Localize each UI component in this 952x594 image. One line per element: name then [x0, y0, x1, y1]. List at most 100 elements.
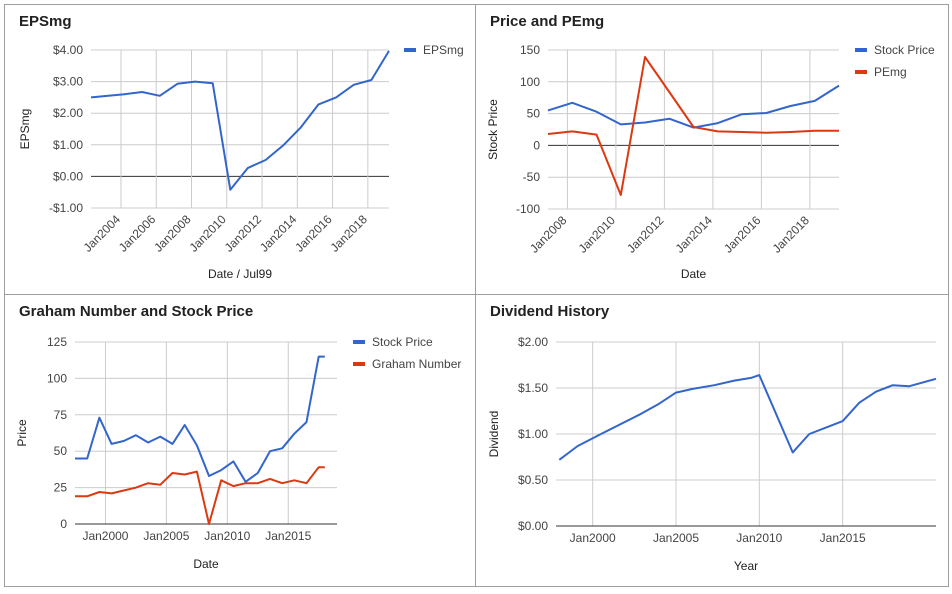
data-point [244, 482, 247, 485]
chart-panel-epsmg: EPSmg -$1.00 $0.00 $1.00 $2.00 $3.00 $4.00 Jan… [4, 4, 476, 295]
data-point [571, 101, 574, 104]
y-tick-label: $2.00 [53, 106, 83, 120]
y-tick-label: 0 [533, 138, 540, 152]
data-point [207, 474, 210, 477]
data-point [841, 420, 844, 423]
data-point [141, 90, 144, 93]
data-point [370, 78, 373, 81]
chart-title: Dividend History [490, 303, 610, 320]
data-point [264, 158, 267, 161]
data-point [183, 473, 186, 476]
data-point [134, 434, 137, 437]
chart-svg: 0 25 50 75 100 125 Jan2000 Jan2005 Jan2010 Jan201… [15, 335, 461, 571]
y-tick-label: -100 [516, 202, 540, 216]
x-tick-label: Jan2015 [820, 531, 866, 545]
y-tick-label: 75 [54, 408, 68, 422]
x-tick-label: Jan2015 [265, 529, 311, 543]
x-tick-label: Jan2006 [116, 212, 159, 255]
y-tick-label: 125 [47, 335, 67, 349]
data-point [599, 432, 602, 435]
data-point [73, 495, 76, 498]
data-point [171, 442, 174, 445]
x-tick-label: Jan2010 [576, 213, 619, 256]
x-axis-title: Date / Jul99 [208, 267, 272, 281]
data-point [122, 489, 125, 492]
x-tick-label: Jan2000 [82, 529, 128, 543]
chart-panel-graham: Graham Number and Stock Price 0 25 50 75 100… [4, 294, 476, 587]
data-point [674, 391, 677, 394]
data-point [86, 495, 89, 498]
legend-label: EPSmg [423, 43, 464, 57]
data-point [749, 376, 752, 379]
y-tick-label: -50 [523, 170, 541, 184]
data-point [733, 379, 736, 382]
data-point [89, 96, 92, 99]
data-point [229, 188, 232, 191]
x-tick-label: Jan2016 [721, 213, 764, 256]
data-point [268, 477, 271, 480]
x-tick-label: Jan2010 [204, 529, 250, 543]
data-point [299, 126, 302, 129]
data-point [716, 122, 719, 125]
data-point [813, 99, 816, 102]
data-point [758, 374, 761, 377]
data-point [159, 483, 162, 486]
data-point [171, 471, 174, 474]
data-point [765, 111, 768, 114]
data-point [211, 82, 214, 85]
data-point [317, 466, 320, 469]
chart-title: EPSmg [19, 13, 72, 30]
y-tick-label: $0.00 [53, 169, 83, 183]
data-point [576, 444, 579, 447]
series-line-1-1 [547, 56, 839, 196]
x-tick-label: Jan2018 [328, 212, 371, 255]
data-point [837, 84, 840, 87]
data-point [256, 471, 259, 474]
x-tick-label: Jan2014 [673, 213, 716, 256]
data-point [619, 123, 622, 126]
data-point [317, 355, 320, 358]
y-tick-label: -$1.00 [49, 201, 83, 215]
data-point [195, 470, 198, 473]
data-point [658, 402, 661, 405]
y-axis-title: Price [15, 419, 29, 447]
legend-label: Graham Number [372, 357, 461, 371]
data-point [858, 401, 861, 404]
data-point [317, 103, 320, 106]
x-tick-label: Jan2008 [151, 212, 194, 255]
x-tick-label: Jan2005 [143, 529, 189, 543]
data-point [837, 129, 840, 132]
data-point [643, 55, 646, 58]
data-point [668, 117, 671, 120]
data-point [220, 469, 223, 472]
series-line-1-0 [547, 84, 840, 129]
data-point [546, 132, 549, 135]
y-tick-label: 25 [54, 481, 68, 495]
data-point [692, 125, 695, 128]
data-point [824, 426, 827, 429]
legend-label: PEmg [874, 65, 907, 79]
data-point [808, 432, 811, 435]
x-tick-label: Jan2008 [527, 213, 570, 256]
data-point [159, 435, 162, 438]
data-point [571, 130, 574, 133]
data-point [934, 377, 937, 380]
data-point [740, 113, 743, 116]
data-point [813, 129, 816, 132]
data-point [220, 479, 223, 482]
data-point [195, 444, 198, 447]
data-point [305, 482, 308, 485]
chart-title: Price and PEmg [490, 13, 605, 30]
data-point [791, 451, 794, 454]
data-point [268, 450, 271, 453]
data-point [73, 457, 76, 460]
data-point [110, 442, 113, 445]
x-axis-title: Date [193, 557, 219, 571]
data-point [207, 522, 210, 525]
data-point [158, 94, 161, 97]
data-point [134, 486, 137, 489]
x-axis-title: Date [681, 267, 707, 281]
x-tick-label: Jan2000 [570, 531, 616, 545]
chart-panel-price-pe: Price and PEmg -100 -50 0 50 100 150 Jan2008 Ja… [475, 4, 949, 295]
data-point [282, 144, 285, 147]
